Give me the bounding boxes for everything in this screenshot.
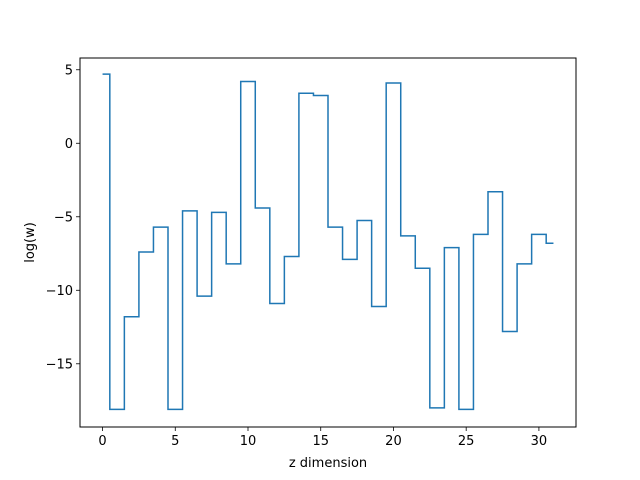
x-axis: 0 5 10 15 20 25 30	[98, 427, 547, 449]
x-tick-label: 10	[240, 434, 257, 449]
series-line-0	[102, 73, 554, 411]
x-tick-label: 0	[98, 434, 106, 449]
x-axis-label: z dimension	[289, 456, 367, 471]
y-axis: 5 0 −5 −10 −15	[46, 63, 80, 372]
plot-frame	[79, 57, 577, 428]
x-tick-label: 20	[385, 434, 402, 449]
x-tick-label: 5	[171, 434, 179, 449]
y-tick-label: −5	[54, 210, 73, 225]
x-tick-label: 30	[531, 434, 548, 449]
y-tick-label: 5	[65, 63, 73, 78]
y-axis-label: log(w)	[23, 222, 38, 263]
y-tick-label: −10	[46, 284, 73, 299]
y-tick-label: 0	[65, 137, 73, 152]
x-tick-label: 25	[458, 434, 475, 449]
x-tick-label: 15	[312, 434, 329, 449]
y-tick-label: −15	[46, 357, 73, 372]
series-layer	[102, 73, 554, 411]
